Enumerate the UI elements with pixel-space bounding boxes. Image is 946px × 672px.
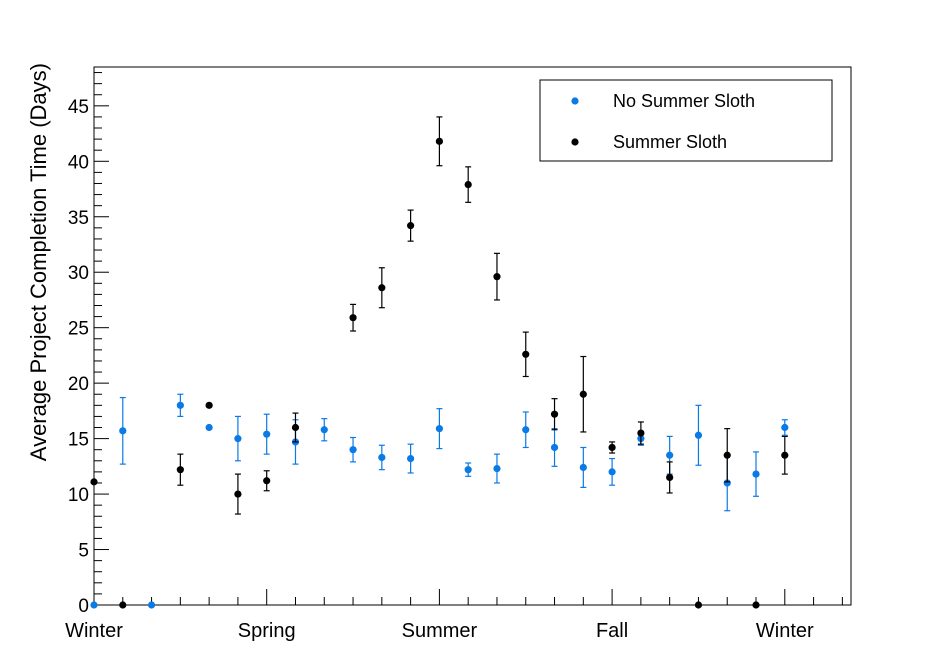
legend-box bbox=[539, 79, 833, 162]
x-tick-label: Winter bbox=[65, 620, 123, 642]
data-point bbox=[320, 426, 328, 434]
data-point bbox=[176, 401, 184, 409]
data-point bbox=[694, 601, 703, 609]
y-tick-label: 5 bbox=[78, 541, 89, 562]
legend-label: Summer Sloth bbox=[613, 132, 727, 152]
data-point bbox=[464, 180, 472, 189]
data-point bbox=[378, 284, 386, 292]
data-point bbox=[263, 430, 271, 438]
y-tick-label: 45 bbox=[68, 97, 89, 118]
legend-marker bbox=[571, 138, 579, 146]
data-point bbox=[608, 468, 616, 476]
data-point bbox=[579, 463, 587, 472]
data-point bbox=[608, 443, 616, 452]
data-point bbox=[550, 443, 559, 452]
data-point bbox=[464, 466, 472, 474]
x-tick-label: Winter bbox=[756, 620, 814, 642]
x-tick-label: Spring bbox=[238, 620, 296, 642]
data-point bbox=[205, 401, 213, 409]
y-tick-label: 0 bbox=[78, 596, 89, 617]
data-point bbox=[694, 431, 703, 439]
y-tick-label: 20 bbox=[68, 374, 89, 395]
data-point bbox=[666, 451, 674, 459]
data-point bbox=[147, 601, 156, 609]
data-point bbox=[435, 425, 443, 433]
data-point bbox=[90, 478, 98, 486]
data-point bbox=[349, 314, 357, 322]
y-tick-label: 10 bbox=[68, 485, 89, 506]
data-point bbox=[205, 423, 213, 432]
data-point bbox=[752, 601, 760, 609]
x-tick-label: Fall bbox=[596, 620, 628, 642]
y-tick-label: 35 bbox=[68, 208, 89, 229]
data-point bbox=[493, 273, 501, 281]
data-point bbox=[90, 601, 98, 609]
y-tick-label: 30 bbox=[68, 263, 89, 284]
data-point bbox=[522, 350, 530, 358]
data-point bbox=[781, 423, 789, 432]
data-point bbox=[234, 490, 242, 498]
y-tick-label: 25 bbox=[68, 319, 89, 340]
plot-frame bbox=[93, 66, 852, 606]
data-point bbox=[752, 470, 760, 478]
x-tick-label: Summer bbox=[402, 620, 478, 642]
data-point bbox=[723, 451, 731, 459]
data-point bbox=[550, 410, 559, 418]
data-point bbox=[349, 446, 357, 454]
data-point bbox=[723, 479, 731, 487]
data-point bbox=[781, 451, 789, 459]
y-axis-label: Average Project Completion Time (Days) bbox=[26, 63, 51, 461]
legend-label: No Summer Sloth bbox=[613, 91, 755, 111]
data-point bbox=[579, 390, 587, 398]
data-point bbox=[407, 222, 415, 230]
data-point bbox=[119, 601, 127, 609]
data-point bbox=[263, 477, 271, 485]
data-point bbox=[666, 473, 674, 482]
data-point bbox=[435, 137, 443, 145]
data-point bbox=[119, 427, 127, 435]
data-point bbox=[637, 429, 645, 437]
y-tick-label: 40 bbox=[68, 152, 89, 173]
data-point bbox=[234, 435, 242, 443]
data-point bbox=[378, 453, 386, 462]
data-point bbox=[522, 426, 530, 434]
data-point bbox=[176, 466, 184, 474]
data-point bbox=[493, 464, 501, 473]
data-point bbox=[407, 454, 415, 463]
legend-marker bbox=[571, 97, 579, 105]
y-tick-label: 15 bbox=[68, 430, 89, 451]
data-point bbox=[291, 423, 300, 432]
